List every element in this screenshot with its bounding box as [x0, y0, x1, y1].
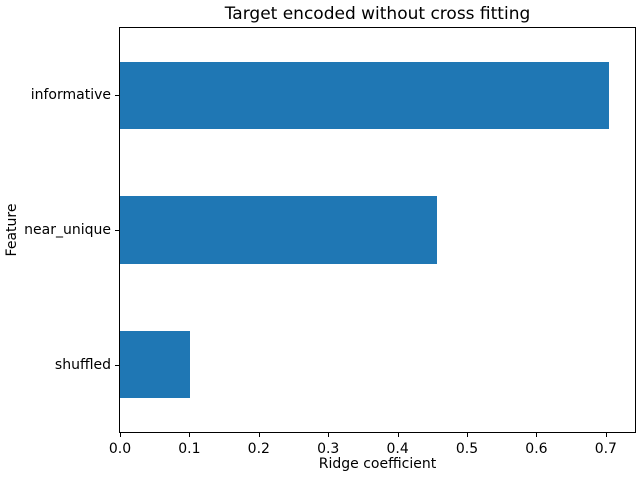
x-tick-label-0.2: 0.2: [247, 441, 270, 457]
bar-informative: [120, 61, 610, 129]
x-tick-label-0.4: 0.4: [386, 441, 409, 457]
x-tick-label-0.0: 0.0: [108, 441, 132, 457]
x-tick-mark: [397, 433, 399, 437]
x-tick-label-0.6: 0.6: [525, 441, 548, 457]
y-tick-label-informative: informative: [30, 87, 111, 104]
x-tick-mark: [467, 433, 469, 437]
x-tick-mark: [328, 433, 330, 437]
x-tick-label-0.5: 0.5: [455, 441, 479, 457]
y-tick-mark: [115, 364, 119, 366]
x-tick-mark: [189, 433, 191, 437]
x-tick-mark: [258, 433, 260, 437]
y-tick-label-shuffled: shuffled: [54, 356, 111, 373]
x-tick-label-0.7: 0.7: [594, 441, 617, 457]
x-tick-label-0.3: 0.3: [317, 441, 340, 457]
x-tick-mark: [120, 433, 121, 437]
x-axis-label: Ridge coefficient: [318, 456, 437, 472]
plot-area: [119, 27, 636, 433]
y-tick-label-near_unique: near_unique: [24, 222, 111, 238]
chart-title: Target encoded without cross fitting: [224, 4, 531, 24]
y-tick-mark: [115, 230, 119, 231]
x-tick-mark: [605, 433, 607, 437]
x-tick-mark: [536, 433, 538, 437]
y-tick-mark: [115, 95, 119, 97]
x-tick-label-0.1: 0.1: [178, 441, 201, 457]
bar-shuffled: [120, 331, 191, 399]
bar-near_unique: [120, 196, 438, 264]
